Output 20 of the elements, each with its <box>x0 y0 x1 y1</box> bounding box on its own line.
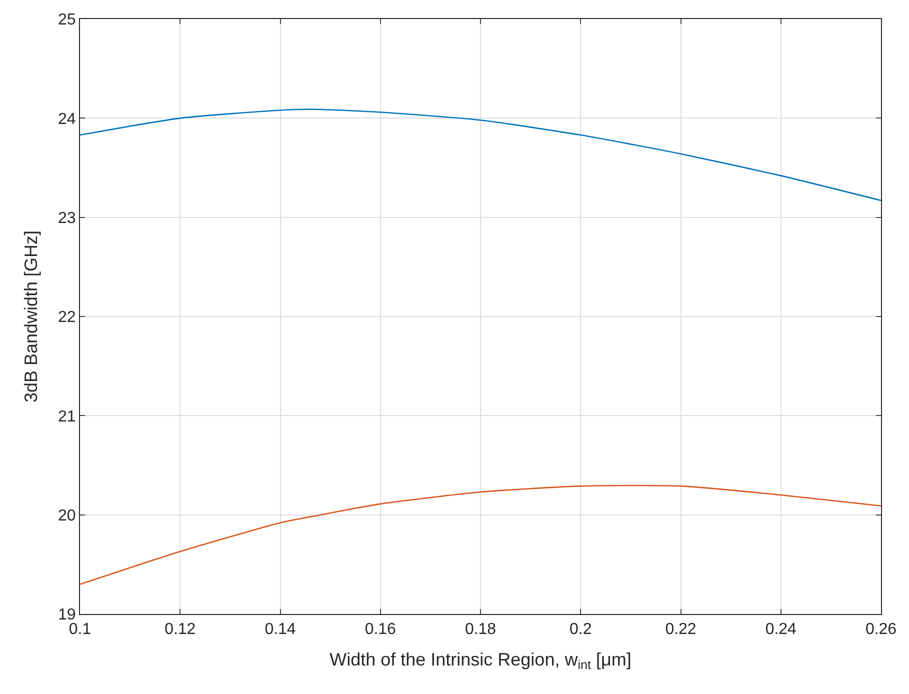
x-tick-label: 0.22 <box>665 621 696 638</box>
y-tick-label: 22 <box>58 309 76 326</box>
x-axis-title: Width of the Intrinsic Region, w$_{int}$ [μm] <box>330 649 632 672</box>
y-axis-title: 3dB Bandwidth [GHz] <box>21 230 42 403</box>
x-tick-label: 0.16 <box>364 621 396 638</box>
y-tick-label: 24 <box>58 110 76 128</box>
x-tick-label: 0.26 <box>865 621 897 638</box>
x-tick-label: 0.12 <box>164 621 196 638</box>
line-series <box>80 484 881 585</box>
x-tick-label: 0.18 <box>464 621 496 638</box>
line-series <box>80 108 881 202</box>
y-tick-label: 25 <box>58 12 76 29</box>
y-tick-label: 20 <box>58 507 76 524</box>
y-tick-label: 19 <box>58 606 76 624</box>
x-tick-label: 0.2 <box>570 621 592 638</box>
x-tick-label: 0.14 <box>264 621 296 638</box>
y-tick-label: 23 <box>58 210 76 227</box>
x-tick-label: 0.1 <box>68 621 92 638</box>
y-tick-label: 21 <box>58 408 76 426</box>
x-tick-label: 0.24 <box>765 621 797 638</box>
